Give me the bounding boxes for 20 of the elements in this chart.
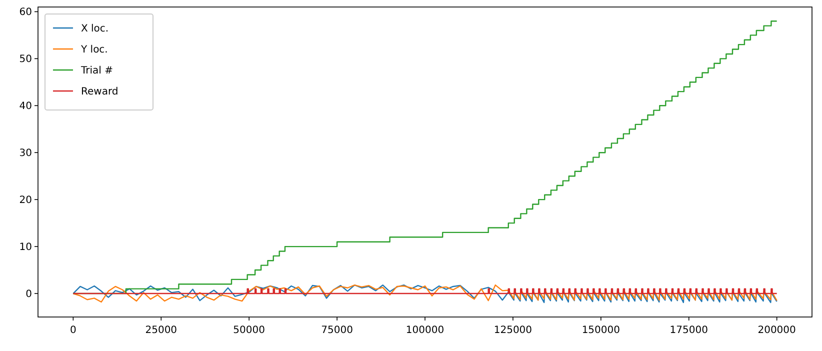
legend-label: Reward xyxy=(81,86,118,98)
y-tick-label: 10 xyxy=(19,242,32,254)
y-tick-label: 40 xyxy=(19,101,32,112)
x-tick-label: 50000 xyxy=(233,325,265,336)
y-tick-label: 0 xyxy=(26,289,32,300)
y-tick-label: 50 xyxy=(19,54,32,66)
legend-label: Trial # xyxy=(80,66,113,76)
legend-label: X loc. xyxy=(81,24,109,34)
x-tick-label: 0 xyxy=(70,325,76,336)
x-tick-label: 125000 xyxy=(494,325,532,336)
x-tick-label: 150000 xyxy=(582,325,620,336)
x-tick-label: 175000 xyxy=(670,325,708,336)
legend-label: Y loc. xyxy=(80,44,108,56)
x-tick-label: 25000 xyxy=(145,325,178,336)
x-tick-label: 200000 xyxy=(758,325,796,336)
y-tick-label: 30 xyxy=(19,148,32,160)
x-tick-label: 75000 xyxy=(321,325,353,336)
y-tick-label: 60 xyxy=(19,7,32,18)
x-tick-label: 100000 xyxy=(406,325,444,336)
y-tick-label: 20 xyxy=(19,195,32,206)
